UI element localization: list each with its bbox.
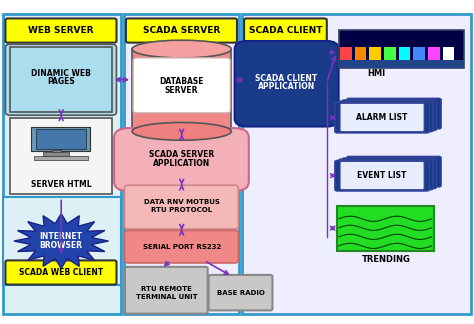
Bar <box>31 126 91 151</box>
Bar <box>413 48 425 67</box>
Text: DINAMIC WEB: DINAMIC WEB <box>31 69 91 78</box>
Bar <box>399 48 410 67</box>
Text: SERVER HTML: SERVER HTML <box>31 180 91 189</box>
Bar <box>340 48 352 67</box>
Ellipse shape <box>132 40 231 58</box>
Bar <box>428 48 440 67</box>
Bar <box>43 152 69 156</box>
FancyBboxPatch shape <box>338 101 433 132</box>
Text: ALARM LIST: ALARM LIST <box>356 113 408 122</box>
Bar <box>10 119 112 194</box>
Bar <box>384 48 396 67</box>
FancyBboxPatch shape <box>335 160 429 191</box>
Bar <box>3 198 121 284</box>
Text: SCADA SERVER: SCADA SERVER <box>149 150 214 159</box>
Bar <box>124 14 239 314</box>
Text: SCADA CLIENT: SCADA CLIENT <box>249 26 322 35</box>
FancyBboxPatch shape <box>340 161 424 190</box>
Polygon shape <box>14 214 109 269</box>
FancyBboxPatch shape <box>114 128 249 191</box>
Bar <box>242 14 471 314</box>
Text: PAGES: PAGES <box>47 77 75 87</box>
Text: SCADA CLIENT: SCADA CLIENT <box>255 74 318 83</box>
FancyBboxPatch shape <box>5 18 117 43</box>
Bar <box>369 48 381 67</box>
Text: RTU PROTOCOL: RTU PROTOCOL <box>151 207 212 214</box>
FancyBboxPatch shape <box>340 103 424 132</box>
FancyBboxPatch shape <box>342 100 437 131</box>
FancyBboxPatch shape <box>244 18 327 43</box>
Bar <box>52 150 61 153</box>
FancyBboxPatch shape <box>335 102 429 133</box>
Text: SCADA SERVER: SCADA SERVER <box>143 26 220 35</box>
FancyBboxPatch shape <box>125 267 208 314</box>
FancyBboxPatch shape <box>125 185 238 229</box>
Text: RTU REMOTE: RTU REMOTE <box>141 286 192 293</box>
Bar <box>338 60 464 68</box>
Text: APPLICATION: APPLICATION <box>258 82 315 91</box>
Text: TRENDING: TRENDING <box>362 255 410 264</box>
Bar <box>10 48 112 112</box>
FancyBboxPatch shape <box>133 58 230 113</box>
Text: DATA RNV MOTBUS: DATA RNV MOTBUS <box>144 199 219 205</box>
Text: TERMINAL UNIT: TERMINAL UNIT <box>136 295 197 300</box>
Text: SERVER: SERVER <box>165 86 199 95</box>
FancyBboxPatch shape <box>338 159 433 190</box>
Text: DATABASE: DATABASE <box>159 77 204 86</box>
FancyBboxPatch shape <box>235 41 338 126</box>
Bar <box>337 205 434 251</box>
Text: INTERNET: INTERNET <box>40 232 82 241</box>
FancyBboxPatch shape <box>346 98 441 129</box>
Bar <box>36 129 86 149</box>
Ellipse shape <box>132 122 231 140</box>
Bar <box>338 30 464 68</box>
Text: EVENT LIST: EVENT LIST <box>357 171 407 180</box>
FancyBboxPatch shape <box>126 18 237 43</box>
Text: APPLICATION: APPLICATION <box>153 159 210 168</box>
Bar <box>34 156 88 160</box>
FancyBboxPatch shape <box>346 156 441 187</box>
FancyBboxPatch shape <box>125 230 238 263</box>
Text: HMI: HMI <box>367 69 385 78</box>
Bar <box>443 48 455 67</box>
Text: BROWSER: BROWSER <box>40 241 82 250</box>
Text: SERIAL PORT RS232: SERIAL PORT RS232 <box>143 244 221 249</box>
FancyBboxPatch shape <box>5 44 117 115</box>
FancyBboxPatch shape <box>5 260 117 284</box>
Text: BASE RADIO: BASE RADIO <box>217 290 264 296</box>
FancyBboxPatch shape <box>342 158 437 189</box>
Bar <box>3 14 121 314</box>
FancyBboxPatch shape <box>209 275 273 310</box>
Bar <box>132 49 231 131</box>
Bar <box>355 48 366 67</box>
Text: SCADA WEB CLIENT: SCADA WEB CLIENT <box>19 268 103 277</box>
Text: WEB SERVER: WEB SERVER <box>28 26 94 35</box>
